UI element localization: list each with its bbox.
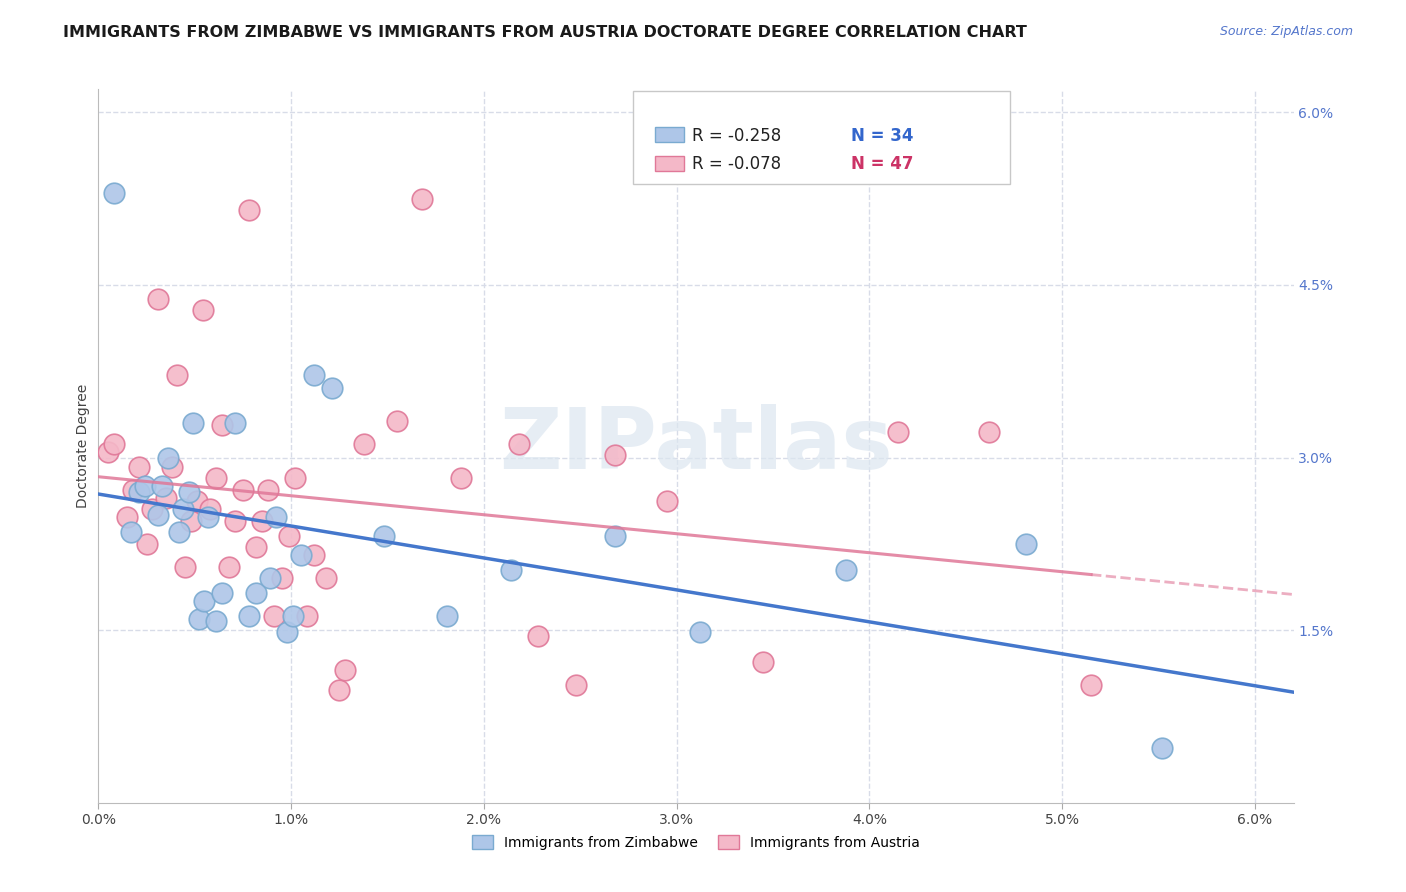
Point bbox=[134, 479, 156, 493]
Point bbox=[245, 541, 267, 555]
Point bbox=[270, 571, 292, 585]
Point bbox=[155, 491, 177, 505]
Point bbox=[169, 525, 191, 540]
Point bbox=[304, 549, 326, 563]
Point bbox=[150, 479, 173, 493]
Point bbox=[181, 416, 204, 430]
Point bbox=[436, 609, 458, 624]
Point bbox=[887, 425, 910, 440]
Point bbox=[238, 609, 260, 624]
Point bbox=[353, 436, 375, 450]
Point bbox=[200, 502, 222, 516]
Point bbox=[160, 459, 183, 474]
Point bbox=[232, 483, 254, 497]
Point bbox=[103, 186, 125, 200]
Text: N = 34: N = 34 bbox=[852, 127, 914, 145]
Point bbox=[508, 436, 530, 450]
Point bbox=[224, 416, 246, 430]
Point bbox=[205, 471, 228, 485]
Point bbox=[1080, 678, 1102, 692]
Text: N = 47: N = 47 bbox=[852, 155, 914, 173]
Point bbox=[205, 614, 228, 628]
Point bbox=[276, 625, 298, 640]
Point bbox=[166, 368, 188, 382]
Point bbox=[689, 625, 711, 640]
FancyBboxPatch shape bbox=[655, 156, 685, 170]
Point bbox=[385, 414, 409, 428]
Point bbox=[373, 529, 395, 543]
Point bbox=[211, 418, 233, 433]
Point bbox=[245, 586, 267, 600]
Point bbox=[835, 563, 858, 577]
Point bbox=[281, 609, 304, 624]
Text: Source: ZipAtlas.com: Source: ZipAtlas.com bbox=[1219, 25, 1353, 38]
Point bbox=[252, 514, 274, 528]
Point bbox=[141, 502, 163, 516]
Point bbox=[450, 471, 472, 485]
Point bbox=[135, 537, 157, 551]
Point bbox=[603, 529, 626, 543]
Point bbox=[264, 510, 287, 524]
Point bbox=[527, 629, 550, 643]
Text: R = -0.078: R = -0.078 bbox=[692, 155, 782, 173]
Point bbox=[156, 450, 179, 465]
Point bbox=[218, 559, 240, 574]
Point bbox=[257, 483, 280, 497]
Point bbox=[603, 448, 626, 462]
Point bbox=[315, 571, 337, 585]
Point bbox=[97, 444, 120, 458]
Point bbox=[238, 202, 260, 217]
Point bbox=[191, 303, 214, 318]
Point bbox=[1152, 740, 1174, 755]
Point bbox=[411, 192, 433, 206]
Point bbox=[148, 292, 170, 306]
Point bbox=[284, 471, 307, 485]
Point bbox=[304, 368, 326, 382]
Point bbox=[187, 612, 209, 626]
Point bbox=[186, 494, 208, 508]
Point bbox=[321, 381, 343, 395]
Point bbox=[655, 494, 678, 508]
Text: IMMIGRANTS FROM ZIMBABWE VS IMMIGRANTS FROM AUSTRIA DOCTORATE DEGREE CORRELATION: IMMIGRANTS FROM ZIMBABWE VS IMMIGRANTS F… bbox=[63, 25, 1028, 40]
Point bbox=[259, 571, 281, 585]
Point bbox=[333, 664, 356, 678]
Point bbox=[211, 586, 233, 600]
Point bbox=[177, 485, 200, 500]
Legend: Immigrants from Zimbabwe, Immigrants from Austria: Immigrants from Zimbabwe, Immigrants fro… bbox=[465, 828, 927, 856]
Point bbox=[122, 483, 145, 497]
Text: R = -0.258: R = -0.258 bbox=[692, 127, 782, 145]
Point bbox=[1014, 537, 1036, 551]
Point bbox=[328, 683, 350, 698]
Point bbox=[295, 609, 318, 624]
Point bbox=[148, 508, 170, 522]
Point bbox=[128, 459, 150, 474]
Point bbox=[120, 525, 142, 540]
Point bbox=[263, 609, 285, 624]
Point bbox=[197, 510, 219, 524]
Point bbox=[290, 549, 312, 563]
Point bbox=[174, 559, 197, 574]
Point bbox=[172, 502, 194, 516]
FancyBboxPatch shape bbox=[655, 128, 685, 142]
Point bbox=[499, 563, 522, 577]
Point bbox=[117, 510, 139, 524]
Point bbox=[752, 656, 775, 670]
Point bbox=[565, 678, 588, 692]
Point bbox=[278, 529, 301, 543]
FancyBboxPatch shape bbox=[633, 91, 1011, 184]
Point bbox=[224, 514, 246, 528]
Point bbox=[128, 485, 150, 500]
Point bbox=[977, 425, 1000, 440]
Point bbox=[193, 594, 215, 608]
Point bbox=[103, 436, 125, 450]
Text: ZIPatlas: ZIPatlas bbox=[499, 404, 893, 488]
Point bbox=[180, 514, 202, 528]
Y-axis label: Doctorate Degree: Doctorate Degree bbox=[76, 384, 90, 508]
